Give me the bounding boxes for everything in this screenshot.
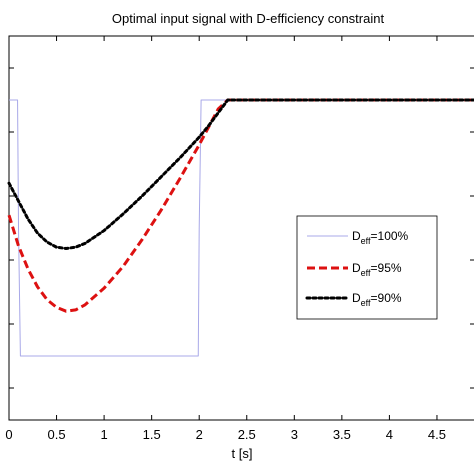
chart-title: Optimal input signal with D-efficiency c… xyxy=(112,11,385,26)
x-axis-label: t [s] xyxy=(232,446,253,461)
legend-label-2: Deff=90% xyxy=(352,291,402,308)
x-tick-labels: 0 0.5 1 1.5 2 2.5 3 3.5 4 4.5 xyxy=(5,427,446,442)
x-tick-label: 4.5 xyxy=(428,427,446,442)
x-tick-label: 2 xyxy=(196,427,203,442)
x-tick-label: 0.5 xyxy=(48,427,66,442)
legend-label-1: Deff=95% xyxy=(352,261,402,278)
legend: Deff=100% Deff=95% Deff=90% xyxy=(296,215,438,320)
series-group xyxy=(7,98,474,357)
x-tick-label: 0 xyxy=(5,427,12,442)
legend-label-0: Deff=100% xyxy=(352,229,409,246)
x-tick-label: 4 xyxy=(386,427,393,442)
x-tick-label: 3 xyxy=(291,427,298,442)
x-tick-label: 1.5 xyxy=(143,427,161,442)
x-tick-label: 2.5 xyxy=(238,427,256,442)
series-line-2 xyxy=(7,98,474,250)
x-tick-label: 1 xyxy=(100,427,107,442)
x-tick-label: 3.5 xyxy=(333,427,351,442)
tick-marks xyxy=(8,36,474,420)
